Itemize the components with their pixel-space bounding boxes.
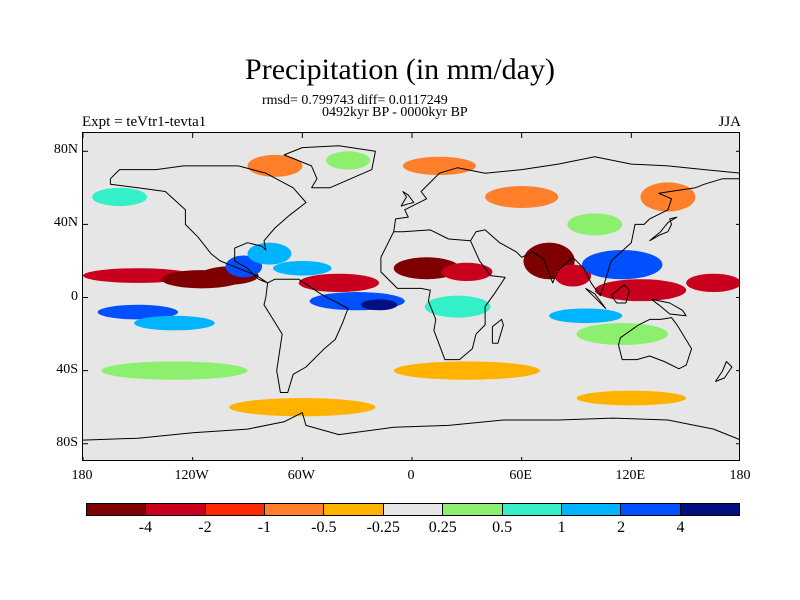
precip-anomaly-blob bbox=[485, 186, 559, 208]
precip-anomaly-blob bbox=[247, 154, 303, 177]
precip-anomaly-blob bbox=[134, 315, 215, 331]
precip-anomaly-blob bbox=[360, 299, 398, 311]
colorbar-label: 0.25 bbox=[428, 519, 457, 536]
colorbar-swatch bbox=[87, 504, 147, 515]
colorbar-label: -4 bbox=[138, 519, 153, 536]
colorbar-swatch bbox=[146, 504, 206, 515]
chart-title: Precipitation (in mm/day) bbox=[245, 53, 555, 86]
precip-anomaly-blob bbox=[247, 242, 292, 265]
coastline bbox=[470, 178, 739, 297]
coastline bbox=[393, 156, 739, 232]
colorbar bbox=[86, 503, 740, 516]
precip-anomaly-blob bbox=[581, 249, 663, 280]
precip-anomaly-blob bbox=[576, 323, 668, 346]
lon-tick-label: 180 bbox=[71, 468, 93, 483]
precip-anomaly-blob bbox=[273, 260, 332, 276]
colorbar-swatch bbox=[621, 504, 681, 515]
coastline bbox=[263, 278, 349, 393]
lon-tick-label: 0 bbox=[407, 468, 415, 483]
colorbar-swatch bbox=[205, 504, 266, 515]
colorbar-swatch bbox=[443, 504, 503, 515]
precip-anomaly-blob bbox=[298, 273, 380, 293]
coastline bbox=[283, 145, 376, 189]
season-label: JJA bbox=[718, 114, 741, 130]
colorbar-swatch bbox=[680, 504, 739, 515]
coastline bbox=[651, 298, 687, 317]
precip-anomaly-blob bbox=[686, 273, 739, 293]
precip-anomaly-blob bbox=[97, 304, 179, 320]
coastline bbox=[491, 318, 504, 344]
precip-anomaly-blob bbox=[92, 187, 147, 207]
precip-anomaly-blob bbox=[402, 156, 476, 176]
lat-tick-label: 80N bbox=[53, 142, 78, 158]
lon-tick-label: 180 bbox=[729, 468, 751, 483]
coastline bbox=[610, 284, 630, 304]
colorbar-swatch bbox=[265, 504, 325, 515]
coastline bbox=[618, 317, 693, 370]
experiment-label: Expt = teVtr1-tevta1 bbox=[82, 114, 207, 130]
precip-anomaly-blob bbox=[229, 398, 376, 417]
precip-anomaly-map bbox=[83, 133, 739, 460]
lat-tick-label: 0 bbox=[71, 288, 78, 304]
precip-anomaly-blob bbox=[326, 151, 370, 170]
coastline bbox=[585, 287, 607, 309]
precip-anomaly-blob bbox=[101, 361, 248, 380]
lon-tick-label: 60W bbox=[287, 468, 315, 483]
lon-tick-label: 120E bbox=[615, 468, 646, 483]
colorbar-label: -2 bbox=[198, 519, 212, 536]
colorbar-swatch bbox=[324, 504, 384, 515]
coastline bbox=[109, 165, 307, 284]
coastline bbox=[83, 412, 739, 441]
precip-anomaly-blob bbox=[424, 295, 491, 318]
lat-tick-label: 80S bbox=[56, 434, 78, 450]
colorbar-label: 2 bbox=[617, 519, 626, 536]
colorbar-swatch bbox=[383, 504, 444, 515]
colorbar-swatch bbox=[502, 504, 562, 515]
lat-tick-label: 40S bbox=[56, 361, 78, 377]
period-line: 0492kyr BP - 0000kyr BP bbox=[322, 105, 468, 120]
coastline bbox=[714, 361, 733, 383]
coastline bbox=[400, 191, 415, 207]
map-panel bbox=[82, 132, 740, 461]
colorbar-label: -1 bbox=[257, 519, 272, 536]
precip-anomaly-blob bbox=[549, 308, 623, 324]
coastline bbox=[649, 216, 678, 242]
precip-anomaly-blob bbox=[554, 264, 592, 287]
precip-anomaly-blob bbox=[441, 262, 493, 282]
colorbar-swatch bbox=[561, 504, 622, 515]
precip-anomaly-blob bbox=[576, 390, 687, 406]
stats-line: rmsd= 0.799743 diff= 0.0117249 bbox=[262, 93, 448, 108]
colorbar-label: 4 bbox=[676, 519, 685, 536]
lat-tick-label: 40N bbox=[53, 215, 78, 231]
colorbar-label: -0.25 bbox=[366, 519, 400, 536]
colorbar-label: 1 bbox=[557, 519, 566, 536]
lon-tick-label: 120W bbox=[174, 468, 209, 483]
lon-tick-label: 60E bbox=[509, 468, 532, 483]
precip-anomaly-blob bbox=[393, 361, 540, 380]
coastline bbox=[380, 229, 506, 361]
colorbar-label: -0.5 bbox=[311, 519, 337, 536]
precip-anomaly-blob bbox=[594, 279, 687, 302]
precip-anomaly-blob bbox=[567, 213, 623, 236]
colorbar-label: 0.5 bbox=[492, 519, 513, 536]
